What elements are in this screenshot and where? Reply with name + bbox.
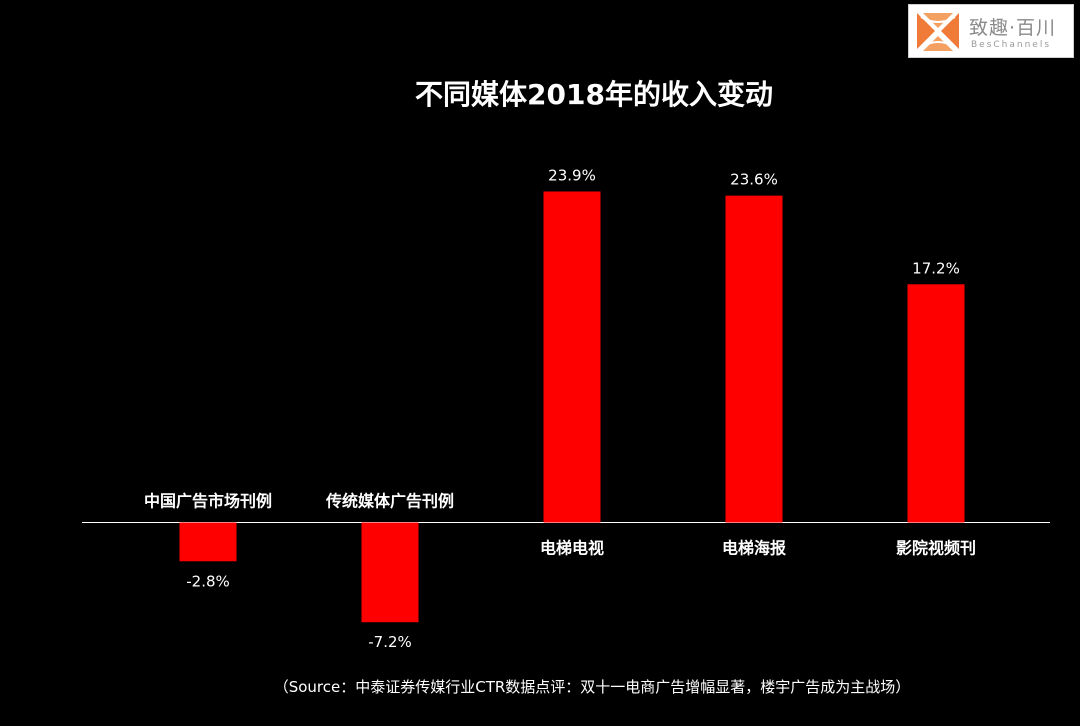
bar-value-label: 23.6% xyxy=(730,171,778,189)
logo-text-cn: 致趣·百川 xyxy=(969,17,1057,39)
bar xyxy=(907,284,965,523)
bar xyxy=(361,522,419,623)
category-label: 中国广告市场刊例 xyxy=(144,492,272,511)
bar xyxy=(725,195,783,523)
bar-value-label: -7.2% xyxy=(368,633,412,651)
source-note: （Source：中泰证券传媒行业CTR数据点评：双十一电商广告增幅显著，楼宇广告… xyxy=(274,678,911,696)
brand-logo: 致趣·百川 BesChannels xyxy=(908,4,1074,58)
bar xyxy=(179,522,237,562)
bar-value-label: 17.2% xyxy=(912,259,960,277)
logo-text-en: BesChannels xyxy=(971,40,1052,50)
category-label: 电梯电视 xyxy=(540,539,604,558)
bar xyxy=(543,191,601,523)
bar-value-label: 23.9% xyxy=(548,166,596,184)
category-label: 传统媒体广告刊例 xyxy=(325,492,454,511)
category-label: 影院视频刊 xyxy=(896,539,976,558)
chart-title: 不同媒体2018年的收入变动 xyxy=(415,78,773,111)
bar-value-label: -2.8% xyxy=(186,572,230,590)
category-label: 电梯海报 xyxy=(722,539,786,558)
logo-mark-icon xyxy=(913,9,963,55)
